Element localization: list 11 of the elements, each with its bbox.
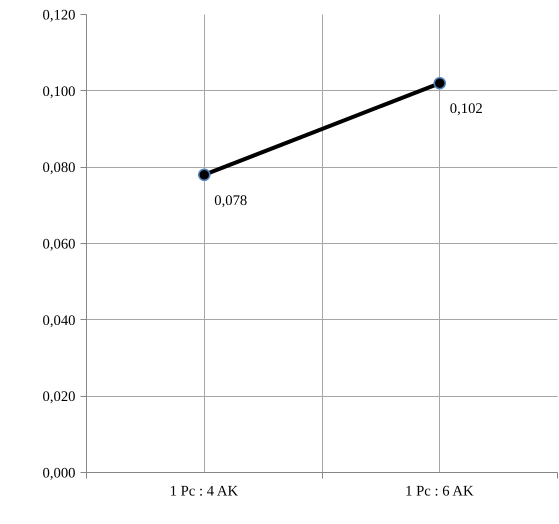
data-label: 0,102 xyxy=(450,101,483,118)
y-tick-label: 0,100 xyxy=(42,84,76,100)
x-tick-label: 1 Pc : 6 AK xyxy=(405,484,474,500)
y-tick-label: 0,000 xyxy=(42,466,76,482)
y-tick-label: 0,060 xyxy=(42,236,76,252)
y-tick-label: 0,080 xyxy=(42,160,76,176)
x-tick-label: 1 Pc : 4 AK xyxy=(170,484,238,500)
data-label: 0,078 xyxy=(214,192,248,209)
y-tick-label: 0,020 xyxy=(42,389,76,406)
y-tick-label: 0,120 xyxy=(42,8,76,24)
y-tick-label: 0,040 xyxy=(42,312,76,329)
